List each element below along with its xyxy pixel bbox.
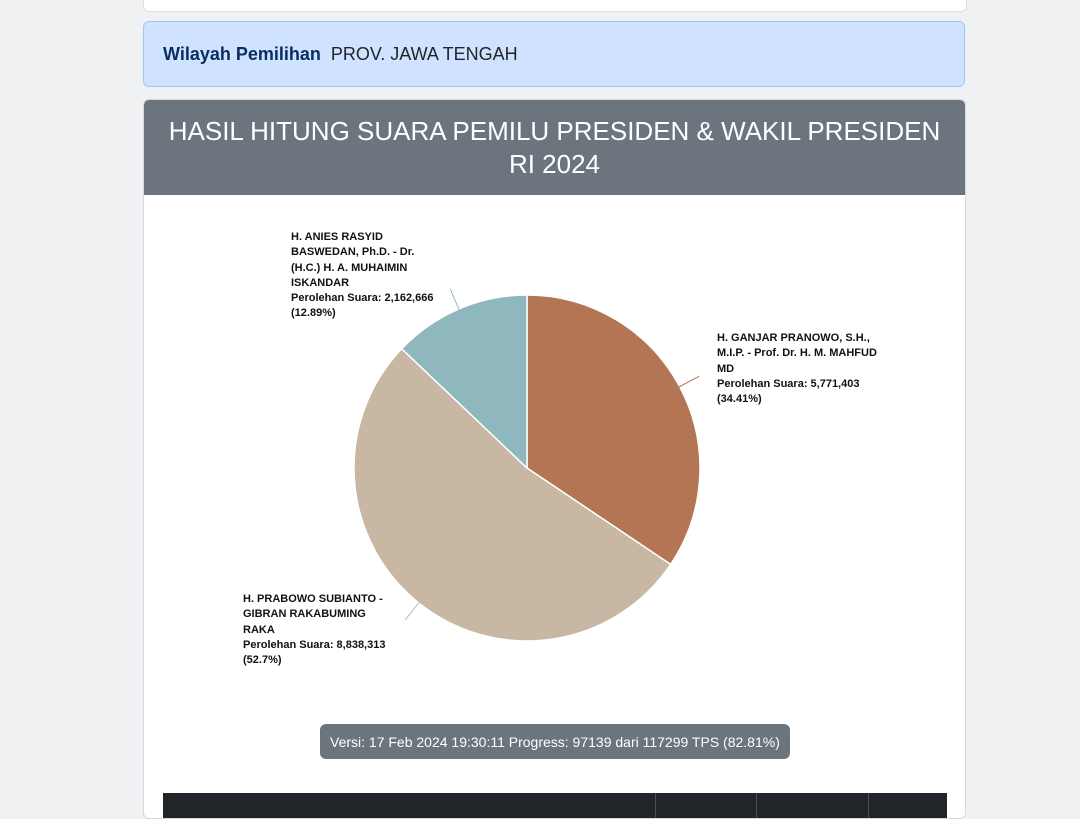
slice-label-anies: H. ANIES RASYID BASWEDAN, Ph.D. - Dr. (H… (291, 230, 446, 322)
pie-chart-svg (353, 288, 701, 642)
slice-label-value: Perolehan Suara: 5,771,403 (717, 377, 860, 390)
slice-label-value: Perolehan Suara: 8,838,313 (243, 638, 386, 651)
leader-line-prabowo (404, 599, 422, 621)
table-header-cell (757, 793, 869, 818)
slice-label-percent: (12.89%) (291, 307, 336, 320)
pie-chart: H. GANJAR PRANOWO, S.H., M.I.P. - Prof. … (144, 195, 965, 725)
leader-line-anies (449, 288, 461, 313)
slice-label-percent: (52.7%) (243, 654, 282, 667)
slice-label-name: H. PRABOWO SUBIANTO - GIBRAN RAKABUMING … (243, 593, 383, 636)
card-header: HASIL HITUNG SUARA PEMILU PRESIDEN & WAK… (144, 100, 965, 195)
table-header-cell (656, 793, 757, 818)
slice-label-ganjar: H. GANJAR PRANOWO, S.H., M.I.P. - Prof. … (717, 331, 877, 407)
slice-label-name: H. GANJAR PRANOWO, S.H., M.I.P. - Prof. … (717, 332, 877, 375)
card-title: HASIL HITUNG SUARA PEMILU PRESIDEN & WAK… (168, 115, 941, 179)
result-card: HASIL HITUNG SUARA PEMILU PRESIDEN & WAK… (143, 99, 966, 819)
previous-card (143, 0, 967, 12)
region-bar: Wilayah Pemilihan PROV. JAWA TENGAH (143, 21, 965, 87)
slice-label-name: H. ANIES RASYID BASWEDAN, Ph.D. - Dr. (H… (291, 231, 415, 289)
leader-line-ganjar (675, 375, 700, 389)
version-badge: Versi: 17 Feb 2024 19:30:11 Progress: 97… (320, 724, 790, 759)
table-header-cell (163, 793, 656, 818)
slice-label-prabowo: H. PRABOWO SUBIANTO - GIBRAN RAKABUMING … (243, 592, 398, 668)
region-label: Wilayah Pemilihan (163, 43, 321, 64)
slice-label-value: Perolehan Suara: 2,162,666 (291, 292, 434, 305)
table-header-cell (869, 793, 947, 818)
slice-label-percent: (34.41%) (717, 393, 762, 406)
region-value: PROV. JAWA TENGAH (330, 43, 518, 64)
results-table-header (163, 793, 947, 818)
